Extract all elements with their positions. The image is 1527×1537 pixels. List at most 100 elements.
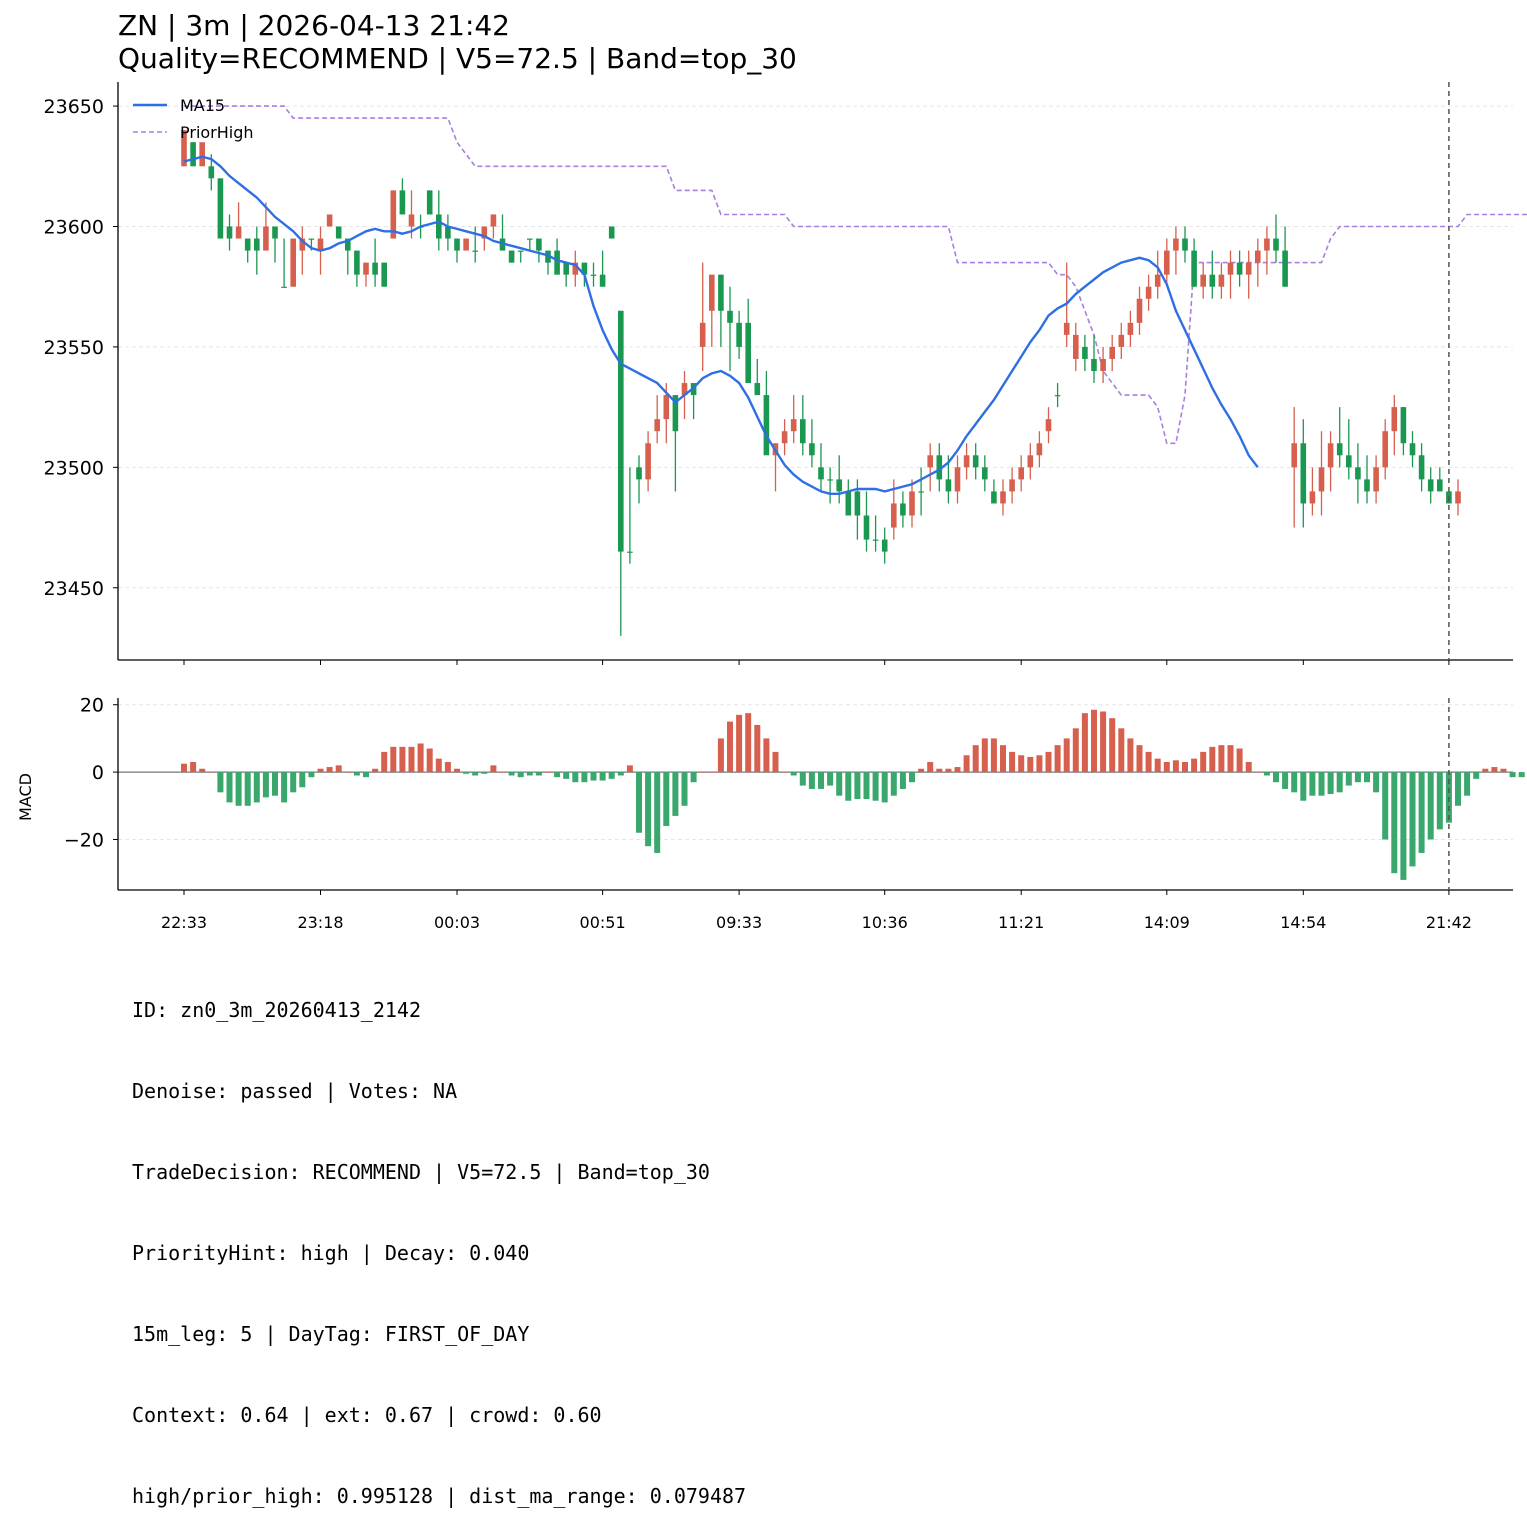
macd-bar <box>1409 772 1416 867</box>
x-tick-label: 00:51 <box>580 913 626 932</box>
macd-bar <box>690 772 697 783</box>
legend-label-ma15: MA15 <box>180 96 225 115</box>
candle-body <box>1036 443 1043 456</box>
candle-body <box>1100 358 1106 371</box>
macd-bar <box>363 772 369 778</box>
candle-body <box>881 539 888 552</box>
macd-bar <box>1027 756 1034 773</box>
macd-bar <box>181 763 187 773</box>
macd-bar <box>972 745 979 773</box>
macd-bar <box>381 751 388 773</box>
candle-body <box>554 250 560 275</box>
macd-bar <box>435 758 442 773</box>
candle-body <box>1027 455 1034 468</box>
macd-bar <box>663 772 670 826</box>
macd-bar <box>717 738 724 773</box>
candle-body <box>472 250 478 252</box>
macd-bar <box>235 772 242 806</box>
candle-body <box>1082 346 1088 359</box>
candle-body <box>1355 467 1361 480</box>
candle-body <box>1273 238 1279 251</box>
macd-bar <box>308 772 315 778</box>
macd-bar <box>1072 728 1079 773</box>
candle-body <box>517 250 524 252</box>
candle-body <box>727 310 733 323</box>
x-tick-label: 09:33 <box>716 913 762 932</box>
candle-body <box>1373 467 1379 492</box>
macd-bar <box>890 772 897 796</box>
macd-bar <box>1109 718 1116 773</box>
macd-bar <box>1273 772 1279 783</box>
candle-body <box>1218 274 1225 287</box>
macd-bar <box>636 772 642 833</box>
macd-bar <box>1163 762 1170 773</box>
candle-body <box>1346 455 1352 468</box>
candle-body <box>1145 286 1152 299</box>
candle-body <box>1136 298 1143 323</box>
candle-body <box>972 455 979 468</box>
macd-bar <box>1100 711 1107 773</box>
candle-body <box>1236 262 1243 275</box>
candle-body <box>363 262 369 275</box>
candle-body <box>208 166 215 179</box>
macd-bar <box>1191 758 1198 773</box>
candle-body <box>244 238 251 251</box>
macd-bars <box>181 709 1525 880</box>
macd-bar <box>808 772 815 789</box>
candle-body <box>308 238 315 240</box>
macd-bar <box>1218 745 1225 773</box>
candle-body <box>954 467 961 492</box>
macd-bar <box>1364 772 1370 783</box>
candle-body <box>1209 274 1216 287</box>
candle-body <box>645 443 651 480</box>
candle-body <box>563 262 569 275</box>
candle-body <box>527 238 533 240</box>
chart-title: ZN | 3m | 2026-04-13 21:42 <box>118 9 510 42</box>
candle-body <box>190 142 196 167</box>
candle-body <box>745 322 751 384</box>
candle-body <box>454 238 460 251</box>
candle-body <box>408 214 415 227</box>
info-line: TradeDecision: RECOMMEND | V5=72.5 | Ban… <box>132 1160 710 1184</box>
candle-body <box>426 190 433 215</box>
macd-bar <box>1236 748 1243 773</box>
candle-body <box>900 503 906 516</box>
candle-body <box>891 503 897 528</box>
macd-bar <box>299 772 306 788</box>
candle-body <box>790 419 797 432</box>
candle-body <box>754 383 761 396</box>
macd-bar <box>1018 755 1025 773</box>
info-line: high/prior_high: 0.995128 | dist_ma_rang… <box>132 1484 747 1508</box>
candle-body <box>718 274 724 311</box>
candle-body <box>809 443 815 456</box>
candle-body <box>1109 346 1115 359</box>
macd-bar <box>326 767 333 773</box>
legend-label-priorhigh: PriorHigh <box>180 123 254 142</box>
candle-body <box>1045 419 1052 432</box>
candle-body <box>1245 262 1252 275</box>
candle-body <box>1400 407 1407 444</box>
chart-subtitle: Quality=RECOMMEND | V5=72.5 | Band=top_3… <box>118 42 797 75</box>
macd-bar <box>1254 772 1261 773</box>
macd-tick-label: 0 <box>92 762 104 784</box>
candle-body <box>481 226 488 239</box>
macd-bar <box>845 772 852 801</box>
x-tick-label: 14:09 <box>1144 913 1190 932</box>
macd-bar <box>1118 728 1125 773</box>
candle-body <box>763 395 770 456</box>
macd-bar <box>1282 772 1289 789</box>
macd-bar <box>899 772 906 789</box>
candle-body <box>1091 358 1097 371</box>
axes: 23450 23500 23550 23600 23650 −20 0 20 22:33 23:1… <box>44 82 1513 932</box>
macd-bar <box>772 751 779 773</box>
candle-body <box>445 226 451 239</box>
macd-bar <box>281 772 288 803</box>
macd-bar <box>1427 772 1434 840</box>
info-line: ID: zn0_3m_20260413_2142 <box>132 998 421 1022</box>
macd-bar <box>836 772 843 796</box>
candle-body <box>390 190 397 239</box>
candle-body <box>1127 322 1134 335</box>
macd-bar <box>1482 768 1489 773</box>
candle-body <box>827 479 833 481</box>
candle-body <box>536 238 542 251</box>
